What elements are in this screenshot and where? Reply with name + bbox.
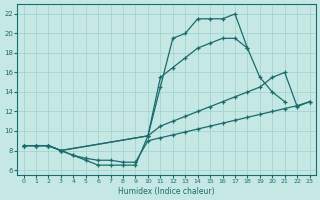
X-axis label: Humidex (Indice chaleur): Humidex (Indice chaleur): [118, 187, 215, 196]
